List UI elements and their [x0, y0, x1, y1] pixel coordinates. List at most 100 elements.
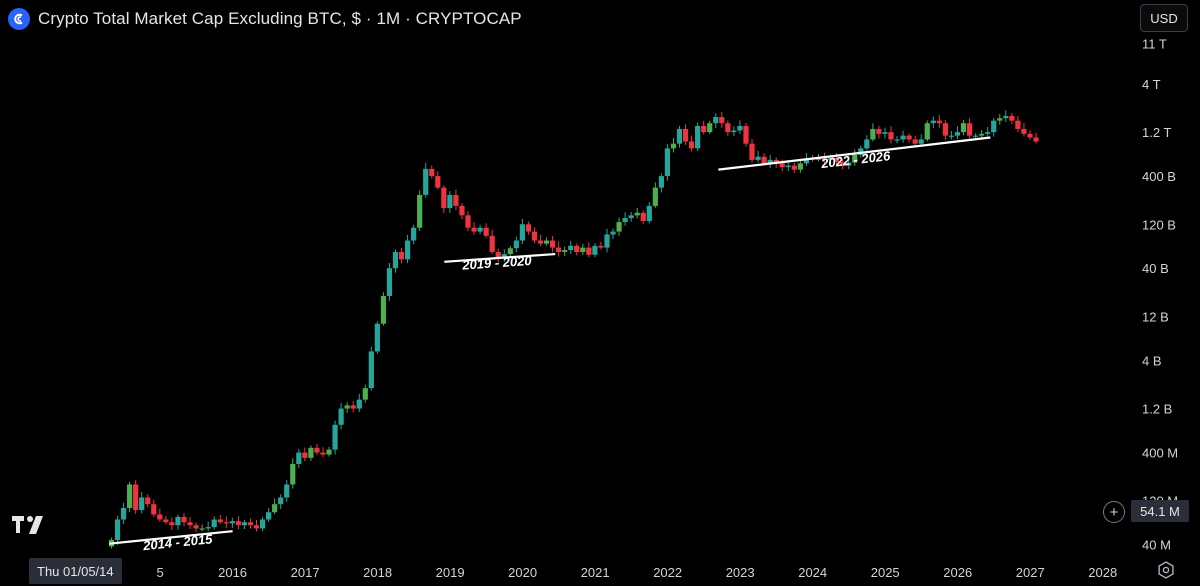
- candle: [954, 126, 961, 140]
- x-tick-label: 2027: [1016, 565, 1045, 580]
- candle: [610, 228, 616, 240]
- candle: [858, 145, 864, 158]
- candle: [682, 124, 689, 145]
- candle: [139, 491, 145, 514]
- candle: [284, 479, 290, 503]
- y-tick-label: 400 M: [1142, 446, 1178, 461]
- candle: [652, 182, 658, 208]
- candle: [380, 292, 387, 326]
- candle: [235, 516, 241, 530]
- candle: [755, 150, 761, 163]
- y-tick-label: 11 T: [1142, 36, 1167, 51]
- candle: [229, 517, 235, 528]
- candle: [791, 162, 797, 174]
- candle: [120, 502, 127, 525]
- candle: [1033, 132, 1039, 144]
- candle: [447, 191, 453, 213]
- candle: [513, 236, 519, 253]
- candle: [543, 237, 550, 246]
- candle: [701, 121, 707, 135]
- candle: [628, 211, 634, 222]
- candle: [646, 202, 652, 224]
- y-tick-label: 40 M: [1142, 538, 1171, 553]
- candle: [852, 149, 858, 166]
- candle: [797, 159, 803, 173]
- candle: [966, 118, 973, 139]
- crosshair-date-label: Thu 01/05/14: [29, 558, 122, 584]
- trendlines-layer: 2014 - 2015 2019 - 2020 2022 - 2026: [109, 136, 991, 553]
- candle: [114, 515, 121, 545]
- candle: [417, 190, 423, 231]
- add-alert-plus-button[interactable]: +: [1103, 501, 1125, 523]
- candle: [217, 514, 223, 525]
- candle: [519, 219, 525, 244]
- candle: [900, 130, 906, 143]
- candle: [713, 113, 719, 129]
- candle: [308, 445, 314, 461]
- candle: [338, 402, 344, 430]
- candle: [259, 516, 266, 532]
- candle: [489, 229, 495, 254]
- candle: [272, 498, 278, 515]
- trendline-annotation: 2019 - 2020: [461, 253, 533, 273]
- candle: [368, 346, 374, 391]
- candle: [453, 189, 459, 211]
- candle: [676, 125, 683, 148]
- candle: [187, 517, 193, 530]
- candle: [362, 384, 368, 403]
- x-tick-label: 2025: [871, 565, 900, 580]
- candle: [441, 185, 447, 213]
- candle: [670, 138, 677, 153]
- candle: [133, 480, 139, 514]
- candle: [145, 494, 151, 508]
- candle: [175, 514, 181, 530]
- candle: [743, 122, 749, 147]
- candle: [163, 516, 169, 525]
- candle: [181, 513, 187, 527]
- y-tick-label: 120 B: [1142, 217, 1176, 232]
- candle: [991, 117, 997, 137]
- y-tick-label: 1.2 T: [1142, 125, 1171, 140]
- candle: [398, 247, 405, 264]
- candle: [465, 211, 471, 232]
- trendline[interactable]: [109, 530, 233, 545]
- candle: [411, 224, 417, 244]
- candle: [332, 420, 338, 455]
- y-tick-label: 4 T: [1142, 77, 1161, 92]
- x-tick-label: 2021: [581, 565, 610, 580]
- candle: [840, 159, 846, 170]
- candle: [253, 519, 260, 532]
- candle: [906, 133, 912, 143]
- candle: [157, 508, 163, 522]
- settings-gear-icon[interactable]: [1157, 561, 1175, 579]
- candle: [870, 123, 876, 142]
- candle: [392, 249, 399, 273]
- candle: [997, 114, 1003, 125]
- candle: [888, 126, 894, 144]
- x-tick-label: 2018: [363, 565, 392, 580]
- candle: [658, 173, 664, 193]
- candle: [1027, 130, 1033, 140]
- candle: [302, 447, 308, 462]
- candle: [265, 508, 272, 522]
- x-axis[interactable]: 5 2016 2017 2018 2019 2020 2021 2022 2023 2024 202…: [156, 565, 1117, 580]
- x-tick-label: 2028: [1088, 565, 1117, 580]
- y-tick-label: 12 B: [1142, 309, 1169, 324]
- candle: [973, 133, 979, 138]
- candle: [247, 518, 254, 529]
- candle: [846, 158, 852, 170]
- trendline[interactable]: [444, 252, 556, 263]
- candle: [924, 120, 930, 142]
- candle: [241, 519, 248, 530]
- candle: [435, 171, 441, 190]
- chart-title: Crypto Total Market Cap Excluding BTC, $…: [38, 9, 522, 28]
- trendline[interactable]: [718, 136, 991, 171]
- tradingview-logo-icon[interactable]: [12, 516, 48, 541]
- currency-selector[interactable]: USD: [1140, 4, 1188, 32]
- chart-header: Crypto Total Market Cap Excluding BTC, $…: [8, 6, 522, 32]
- trendline-annotation: 2014 - 2015: [141, 531, 213, 553]
- candle: [199, 524, 205, 532]
